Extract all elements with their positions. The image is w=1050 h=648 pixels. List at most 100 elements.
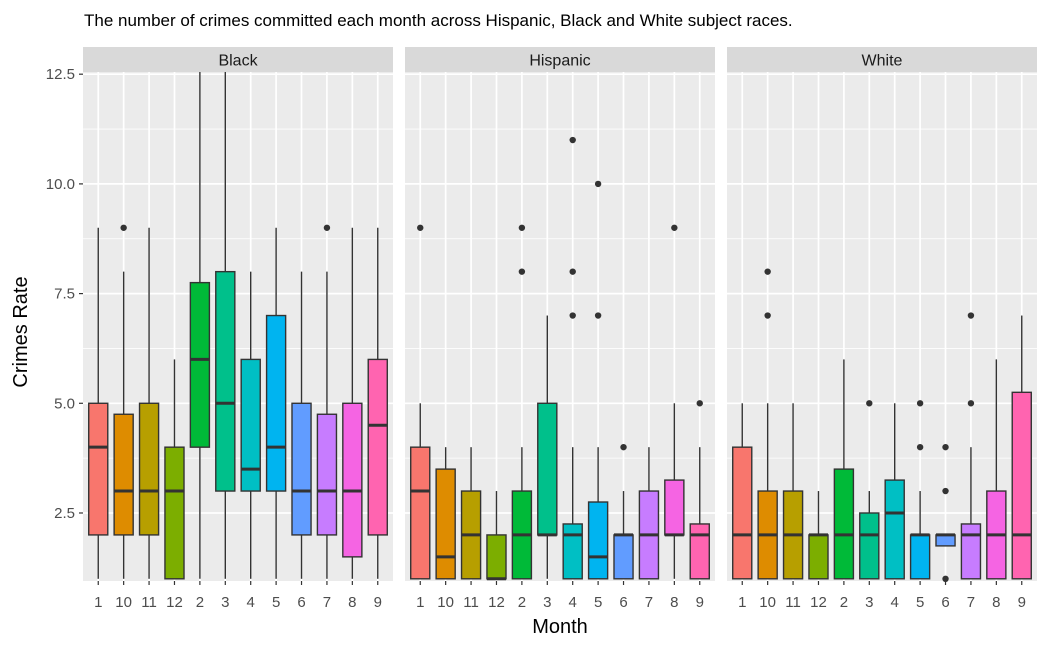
outlier-point (594, 312, 602, 319)
box-iqr (884, 479, 905, 580)
box-iqr (189, 281, 211, 448)
outlier-point (696, 400, 703, 407)
x-tick-label: 12 (488, 594, 505, 611)
box-hispanic-4 (562, 136, 583, 580)
y-tick-label: 5.0 (54, 395, 75, 412)
box-white-2 (833, 359, 855, 580)
x-tick-label: 1 (738, 594, 746, 611)
box-black-5 (265, 227, 287, 579)
box-white-5 (909, 400, 931, 580)
outlier-point (594, 180, 602, 188)
y-tick-label: 10.0 (46, 176, 75, 193)
x-tick-label: 8 (670, 594, 678, 611)
facet-strip-label: White (862, 53, 903, 70)
box-iqr (342, 402, 363, 558)
outlier-point (942, 575, 949, 583)
facet-panel-black: Black 1 10 11 12 2 3 4 5 6 7 8 9 (83, 47, 393, 611)
outlier-point (764, 312, 771, 319)
box-black-8 (342, 227, 363, 579)
outlier-point (942, 487, 949, 495)
box-iqr (833, 468, 855, 580)
x-tick-label: 3 (543, 594, 551, 611)
facet-strip-label: Hispanic (529, 53, 590, 70)
x-tick-label: 5 (594, 594, 602, 611)
box-iqr (808, 534, 829, 580)
x-tick-label: 11 (785, 594, 801, 611)
x-tick-label: 12 (810, 594, 827, 611)
x-tick-label: 2 (840, 594, 848, 611)
box-black-7 (316, 224, 338, 579)
x-tick-label: 3 (865, 594, 873, 611)
box-white-9 (1011, 315, 1032, 580)
facet-panel-white: White 1 10 11 12 2 3 4 5 6 7 8 9 (727, 47, 1037, 611)
x-tick-label: 2 (196, 594, 204, 611)
box-iqr (689, 523, 710, 580)
box-iqr (537, 402, 558, 536)
outlier-point (323, 224, 331, 231)
box-iqr (859, 512, 880, 580)
box-black-11 (138, 227, 160, 579)
outlier-point (569, 136, 576, 144)
box-iqr (138, 402, 160, 536)
box-hispanic-12 (486, 491, 507, 581)
box-hispanic-3 (537, 315, 558, 579)
box-hispanic-11 (460, 447, 482, 580)
box-iqr (935, 534, 956, 547)
box-white-12 (808, 491, 829, 580)
x-tick-label: 10 (115, 594, 132, 611)
outlier-point (967, 312, 975, 319)
box-hispanic-10 (435, 447, 456, 580)
box-iqr (410, 446, 431, 580)
box-iqr (88, 402, 109, 536)
y-axis-title: Crimes Rate (10, 276, 32, 387)
x-tick-label: 11 (463, 594, 479, 611)
box-iqr (664, 479, 685, 536)
box-iqr (732, 446, 753, 580)
x-tick-label: 10 (437, 594, 454, 611)
x-tick-label: 6 (297, 594, 305, 611)
facet-strip (727, 47, 1037, 72)
x-tick-label: 9 (1018, 594, 1026, 611)
x-tick-label: 4 (569, 594, 577, 611)
box-iqr (240, 358, 261, 492)
box-black-4 (240, 271, 261, 579)
box-iqr (960, 523, 982, 580)
box-white-7 (960, 312, 982, 580)
panel-background (83, 72, 393, 581)
box-iqr (613, 534, 634, 580)
facet-strip (405, 47, 715, 72)
outlier-point (916, 443, 924, 451)
x-tick-label: 8 (348, 594, 356, 611)
facet-panel-hispanic: Hispanic 1 10 11 12 2 3 4 5 6 7 8 9 (405, 47, 715, 611)
box-white-4 (884, 403, 905, 580)
box-white-3 (859, 400, 880, 580)
box-hispanic-6 (613, 443, 634, 580)
box-white-8 (986, 359, 1007, 580)
x-tick-label: 5 (916, 594, 924, 611)
x-tick-label: 5 (272, 594, 280, 611)
box-iqr (367, 358, 388, 536)
facet-strip (83, 47, 393, 72)
outlier-point (518, 224, 526, 231)
box-iqr (486, 534, 507, 580)
x-tick-label: 7 (323, 594, 331, 611)
outlier-point (866, 400, 873, 407)
box-iqr (587, 501, 609, 580)
x-tick-label: 11 (141, 594, 157, 611)
box-hispanic-5 (587, 180, 609, 580)
outlier-point (967, 400, 975, 407)
x-tick-label: 12 (166, 594, 183, 611)
outlier-point (417, 224, 424, 231)
box-white-11 (782, 403, 804, 580)
x-tick-label: 8 (992, 594, 1000, 611)
box-white-6 (935, 443, 956, 583)
outlier-point (620, 443, 627, 451)
x-axis-title: Month (532, 616, 588, 638)
x-tick-label: 1 (416, 594, 424, 611)
x-tick-label: 10 (759, 594, 776, 611)
outlier-point (916, 400, 924, 407)
outlier-point (518, 268, 526, 275)
box-iqr (265, 314, 287, 492)
box-iqr (291, 402, 312, 536)
